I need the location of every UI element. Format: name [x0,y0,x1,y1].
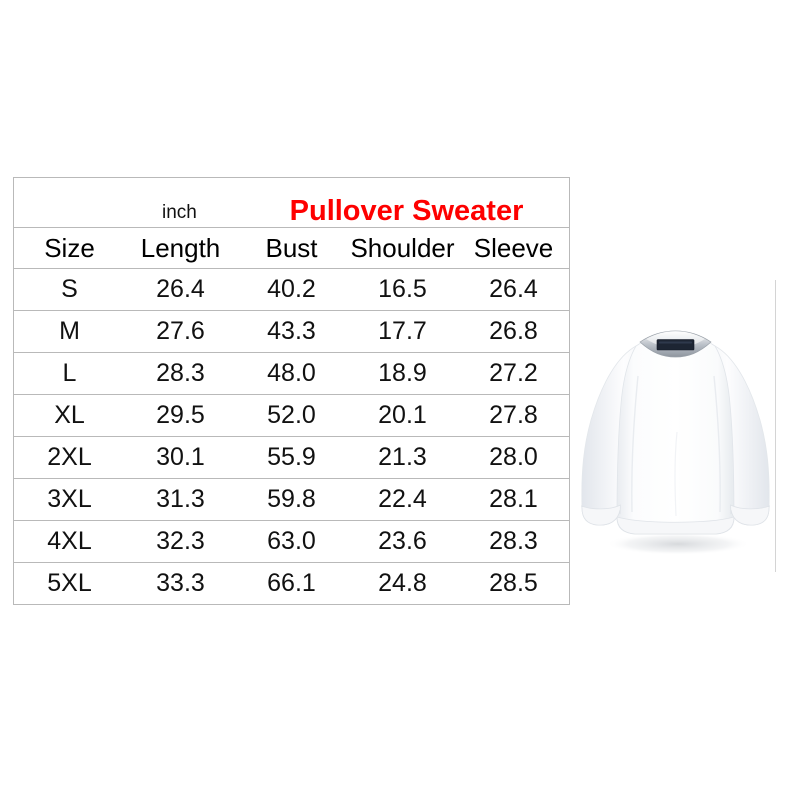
cell-shoulder: 21.3 [347,436,458,479]
cell-bust: 55.9 [236,436,347,479]
cell-length: 29.5 [125,394,236,437]
cell-sleeve: 28.5 [489,569,538,597]
cell-shoulder: 17.7 [347,310,458,353]
cell-sleeve: 27.8 [458,394,569,437]
cell-size: M [14,310,125,353]
column-header-sleeve: Sleeve [458,227,569,269]
product-image-frame [570,280,776,572]
cell-shoulder: 20.1 [347,394,458,437]
sweater-neck-tag [656,339,695,351]
sweater-right-cuff [730,504,770,526]
table-row: 3XL 31.3 59.8 22.4 28.1 [14,478,569,521]
cell-bust: 52.0 [236,394,347,437]
pullover-sweater-image [581,330,770,555]
sweater-fold-center [674,431,678,517]
cell-length: 30.1 [125,436,236,479]
cell-size: 2XL [14,436,125,479]
cell-bust: 63.0 [236,520,347,563]
cell-size: 4XL [14,520,125,563]
table-header-row: Size Length Bust Shoulder Sleeve [14,227,569,269]
cell-shoulder: 23.6 [347,520,458,563]
column-header-length: Length [125,227,236,269]
cell-bust: 43.3 [236,310,347,353]
table-row: XL 29.5 52.0 20.1 27.8 [14,394,569,437]
cell-sleeve: 28.1 [458,478,569,521]
column-header-shoulder: Shoulder [347,227,458,269]
cell-sleeve: 28.3 [458,520,569,563]
cell-length: 26.4 [125,268,236,311]
cell-bust: 40.2 [236,268,347,311]
cell-size: 5XL [47,569,92,597]
cell-shoulder: 18.9 [347,352,458,395]
sweater-neck-tag-highlight [659,341,692,344]
cell-length: 33.3 [156,569,205,597]
chart-title-cell: inch Pullover Sweater [14,178,569,228]
table-row: 4XL 32.3 63.0 23.6 28.3 [14,520,569,563]
table-row: M 27.6 43.3 17.7 26.8 [14,310,569,353]
column-header-bust: Bust [236,227,347,269]
cell-shoulder: 22.4 [347,478,458,521]
sweater-waistband [616,516,735,535]
cell-sleeve: 28.0 [458,436,569,479]
chart-title-row: inch Pullover Sweater [14,178,569,228]
table-row: 2XL 30.1 55.9 21.3 28.0 [14,436,569,479]
title-band: inch Pullover Sweater [14,178,569,227]
measurements-table: inch Pullover Sweater Size Length Bust S… [14,178,569,604]
table-row: 5XL 33.3 66.1 24.8 28.5 [14,563,569,605]
cell-size: 3XL [14,478,125,521]
cell-shoulder: 24.8 [378,569,427,597]
cell-size: XL [14,394,125,437]
page-title: Pullover Sweater [289,195,524,227]
cell-size: S [14,268,125,311]
cell-bust: 59.8 [236,478,347,521]
cell-shoulder: 16.5 [347,268,458,311]
sweater-shadow [606,533,750,555]
cell-length: 28.3 [125,352,236,395]
cell-length: 31.3 [125,478,236,521]
table-row: S 26.4 40.2 16.5 26.4 [14,268,569,311]
cell-bust: 66.1 [267,569,316,597]
cell-bust: 48.0 [236,352,347,395]
cell-size: L [14,352,125,395]
sweater-left-cuff [581,504,621,526]
cell-length: 32.3 [125,520,236,563]
cell-sleeve: 26.4 [458,268,569,311]
column-header-size: Size [14,227,125,269]
cell-sleeve: 26.8 [458,310,569,353]
sweater-fold-left [631,375,639,513]
cell-sleeve: 27.2 [458,352,569,395]
table-row: L 28.3 48.0 18.9 27.2 [14,352,569,395]
sweater-fold-right [713,375,721,513]
cell-length: 27.6 [125,310,236,353]
size-chart-table: inch Pullover Sweater Size Length Bust S… [13,177,570,605]
unit-label: inch [162,202,197,223]
